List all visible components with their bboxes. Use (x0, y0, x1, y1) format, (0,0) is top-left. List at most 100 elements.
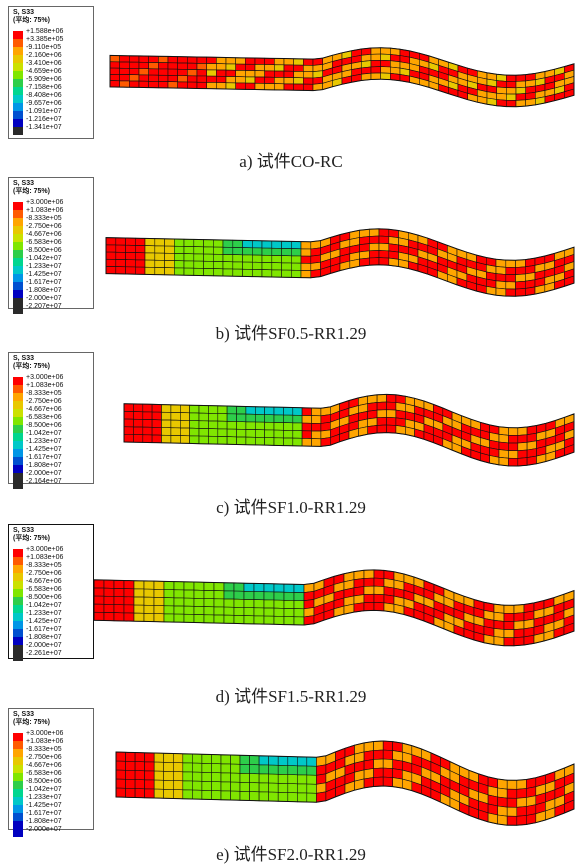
mesh-element (223, 598, 235, 608)
mesh-element (283, 77, 294, 85)
legend-value: -2.750e+06 (26, 570, 62, 577)
mesh-element (177, 62, 188, 70)
mesh-element (196, 69, 207, 77)
mesh-element (293, 616, 305, 626)
mesh-element (177, 56, 188, 64)
mesh-element (382, 749, 394, 760)
mesh-element (142, 419, 153, 428)
mesh-element (297, 756, 308, 767)
mesh-element (517, 457, 528, 467)
mesh-element (153, 752, 165, 763)
mesh-element (208, 435, 219, 445)
mesh-element (154, 245, 165, 254)
mesh-element (216, 56, 227, 65)
mesh-element (125, 769, 136, 780)
mesh-element (213, 598, 225, 608)
mesh-element (370, 47, 382, 55)
mesh-element (283, 406, 294, 416)
mesh-element (208, 412, 219, 422)
beam-outline (123, 393, 575, 467)
legend-value: -2.000e+07 (26, 826, 62, 833)
mesh-element (157, 62, 169, 70)
mesh-element (174, 267, 185, 276)
mesh-element (189, 435, 200, 445)
legend-header: S, S33 (平均: 75%) (13, 180, 50, 195)
mesh-element (115, 751, 126, 762)
mesh-element (268, 764, 279, 775)
mesh-element (153, 761, 165, 772)
mesh-element (213, 590, 225, 600)
mesh-element (378, 242, 390, 252)
legend-value: -8.500e+06 (26, 247, 62, 254)
mesh-element (109, 80, 120, 88)
legend-header: S, S33 (平均: 75%) (13, 527, 50, 542)
mesh-element (273, 607, 285, 617)
mesh-element (183, 267, 195, 276)
mesh-element (297, 765, 308, 776)
legend-value: +1.083e+06 (26, 554, 64, 561)
mesh-element (255, 436, 265, 446)
mesh-element (300, 241, 312, 250)
mesh-element (273, 615, 285, 625)
mesh-element (297, 783, 308, 794)
mesh-element (253, 591, 265, 601)
mesh-element (368, 250, 380, 259)
mesh-element (144, 252, 156, 261)
mesh-element (134, 788, 145, 799)
mesh-element (517, 426, 528, 436)
mesh-element (368, 235, 380, 244)
mesh-element (225, 82, 236, 90)
mesh-element (258, 764, 269, 775)
mesh-element (287, 783, 298, 794)
mesh-element (516, 806, 527, 817)
mesh-element (182, 753, 193, 764)
mesh-element (192, 771, 203, 782)
mesh-element (353, 578, 365, 589)
legend-value: -2.750e+06 (26, 223, 62, 230)
mesh-element (109, 55, 120, 63)
mesh-element (496, 80, 507, 89)
mesh-element (161, 404, 172, 413)
legend-value: +3.000e+06 (26, 730, 64, 737)
legend-value: +3.385e+05 (26, 36, 64, 43)
mesh-element (271, 240, 282, 249)
mesh-element (153, 770, 165, 781)
mesh-element (245, 429, 256, 438)
legend-swatch (13, 55, 23, 63)
mesh-element (173, 613, 185, 623)
mesh-element (235, 57, 246, 65)
mesh-element (187, 81, 198, 89)
mesh-element (506, 797, 518, 808)
mesh-element (189, 420, 200, 429)
mesh-element (172, 780, 184, 791)
mesh-element (503, 637, 515, 647)
mesh-element (277, 791, 289, 802)
mesh-element (283, 437, 294, 447)
mesh-element (189, 404, 200, 414)
mesh-element (236, 436, 247, 446)
legend-value: +3.000e+06 (26, 546, 64, 553)
legend-swatch (13, 433, 23, 441)
mesh-element (172, 753, 184, 764)
legend-swatch (13, 481, 23, 489)
legend-value: -2.160e+06 (26, 52, 62, 59)
mesh-element (303, 64, 314, 73)
mesh-element (113, 604, 125, 614)
mesh-element (172, 762, 184, 773)
mesh-element (193, 597, 205, 607)
mesh-element (115, 760, 126, 771)
mesh-element (273, 583, 285, 593)
legend-swatch (13, 465, 23, 473)
mesh-element (213, 582, 225, 592)
legend-swatch (13, 605, 23, 613)
mesh-element (187, 75, 198, 83)
mesh-element (211, 754, 222, 765)
mesh-element (203, 606, 215, 616)
mesh-element (363, 601, 375, 612)
mesh-element (222, 261, 234, 270)
mesh-element (222, 268, 234, 277)
mesh-element (142, 426, 153, 436)
mesh-element (119, 55, 130, 63)
legend-swatch (13, 621, 23, 629)
mesh-element (142, 434, 153, 443)
